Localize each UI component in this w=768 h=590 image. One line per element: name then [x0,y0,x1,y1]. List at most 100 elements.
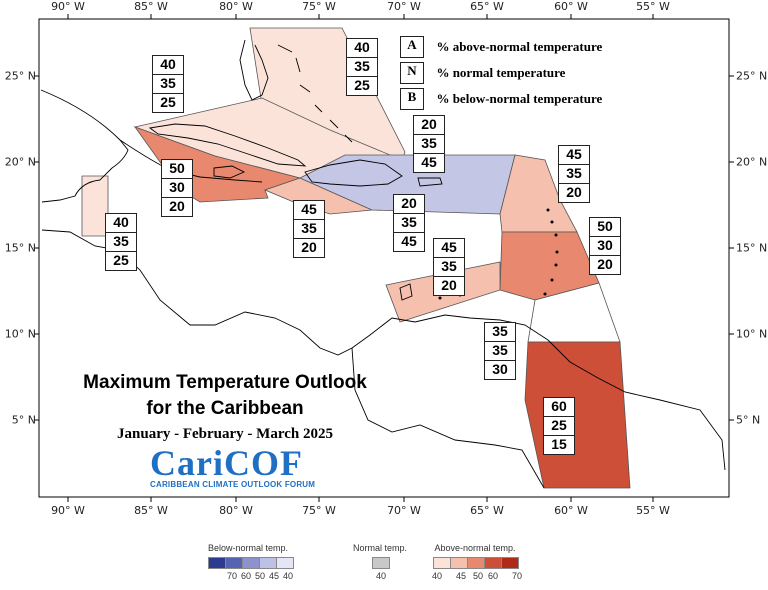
lon-tick-bottom: 75° W [302,504,336,517]
prob-normal: 30 [162,179,192,198]
lon-tick-bottom: 55° W [636,504,670,517]
legend-swatch [450,557,468,569]
key-text-above: % above-normal temperature [436,39,603,54]
lon-tick-top: 70° W [387,0,421,13]
legend-below-normal: Below-normal temp. 70 60 50 45 40 [208,543,294,581]
legend-normal: Normal temp. 40 [353,543,407,581]
legend-labels-below: 70 60 50 45 40 [208,569,293,581]
legend-swatch [484,557,502,569]
prob-box-leeward-islands: 45 35 20 [558,145,590,203]
legend-labels-normal: 40 [372,569,389,581]
prob-normal: 35 [394,214,424,233]
lat-tick-left: 5° N [11,413,36,427]
legend-swatch [467,557,485,569]
prob-below: 20 [566,184,582,200]
prob-box-bahamas: 40 35 25 [346,38,378,96]
lat-tick-left: 25° N [4,69,36,83]
legend-swatch [225,557,243,569]
legend-swatch [433,557,451,569]
prob-normal: 35 [153,75,183,94]
prob-below: 25 [160,94,176,110]
legend-swatches-above [433,557,519,569]
prob-normal: 35 [434,258,464,277]
region-guianas [524,341,631,489]
key-letter-n: N [400,62,424,84]
lat-tick-left: 15° N [4,241,36,255]
key-letter-a: A [400,36,424,58]
legend-label: 70 [226,571,238,581]
tick-marks [34,14,734,502]
prob-above: 60 [544,398,574,417]
lon-tick-top: 85° W [134,0,168,13]
lon-tick-bottom: 90° W [51,504,85,517]
map-subtitle: January - February - March 2025 [117,426,333,442]
region-haiti-west [263,177,374,215]
prob-above: 20 [414,116,444,135]
prob-box-cayman-jamaica: 50 30 20 [161,159,193,217]
prob-below: 20 [169,198,185,214]
prob-below: 45 [401,233,417,249]
prob-above: 40 [153,56,183,75]
lat-tick-right: 25° N [736,69,768,83]
legend-label: 70 [511,571,523,581]
lat-tick-left: 10° N [4,327,36,341]
lon-tick-bottom: 85° W [134,504,168,517]
prob-below: 20 [597,256,613,272]
caricof-logo: CariCOF CARIBBEAN CLIMATE OUTLOOK FORUM [150,442,315,489]
lon-tick-top: 60° W [554,0,588,13]
lat-tick-left: 20° N [4,155,36,169]
prob-normal: 35 [294,220,324,239]
prob-box-hispaniola-pr-south: 20 35 45 [393,194,425,252]
legend-label: 40 [375,571,387,581]
key-letter-b: B [400,88,424,110]
lon-tick-bottom: 60° W [554,504,588,517]
lon-tick-top: 55° W [636,0,670,13]
lon-tick-top: 65° W [470,0,504,13]
key-normal: N % normal temperature [400,62,565,84]
legend-label: 60 [240,571,252,581]
legend-title-above: Above-normal temp. [434,543,516,553]
legend-swatch [501,557,519,569]
prob-below: 25 [354,77,370,93]
legend-label: 40 [431,571,443,581]
prob-below: 25 [113,252,129,268]
map-title-line-2: for the Caribbean [146,398,304,419]
logo-tagline: CARIBBEAN CLIMATE OUTLOOK FORUM [150,480,316,489]
key-text-normal: % normal temperature [436,65,566,80]
key-above: A % above-normal temperature [400,36,602,58]
lon-tick-bottom: 80° W [219,504,253,517]
prob-above: 45 [434,239,464,258]
prob-normal: 35 [485,342,515,361]
prob-box-haiti-west: 45 35 20 [293,200,325,258]
prob-below: 15 [551,436,567,452]
prob-box-belize: 40 35 25 [105,213,137,271]
lon-tick-top: 75° W [302,0,336,13]
legend-label: 50 [472,571,484,581]
prob-above: 50 [162,160,192,179]
legend-label: 60 [487,571,499,581]
legend-swatch [208,557,226,569]
prob-box-abc-islands: 45 35 20 [433,238,465,296]
coastlines [40,39,726,489]
legend-swatch [276,557,294,569]
prob-normal: 25 [544,417,574,436]
legend-title-below: Below-normal temp. [207,543,289,553]
prob-normal: 35 [106,233,136,252]
legend-swatch [242,557,260,569]
prob-box-cuba: 40 35 25 [152,55,184,113]
lat-tick-right: 10° N [736,327,768,341]
legend-swatch [372,557,390,569]
prob-box-windward-islands: 50 30 20 [589,217,621,275]
legend-title-normal: Normal temp. [352,543,407,553]
prob-above: 40 [347,39,377,58]
lat-tick-right: 5° N [736,413,761,427]
prob-below: 20 [301,239,317,255]
prob-normal: 35 [559,165,589,184]
lat-tick-right: 20° N [736,155,768,169]
prob-above: 50 [590,218,620,237]
lon-tick-top: 90° W [51,0,85,13]
lon-tick-bottom: 70° W [387,504,421,517]
prob-box-trinidad: 35 35 30 [484,322,516,380]
legend-swatches-normal [372,557,390,569]
